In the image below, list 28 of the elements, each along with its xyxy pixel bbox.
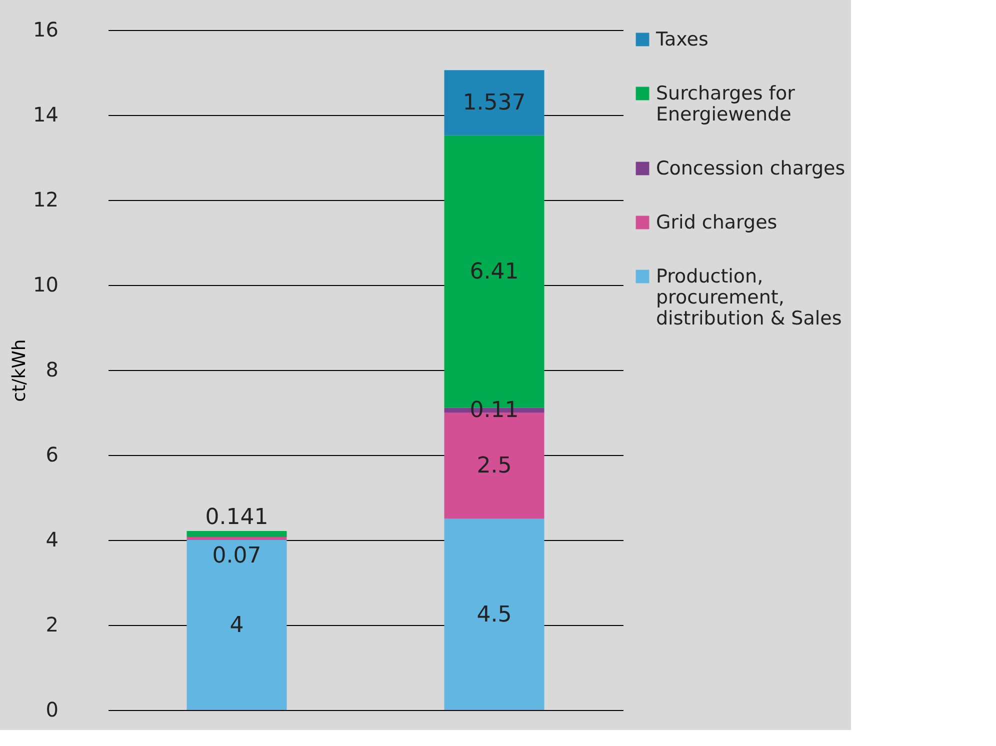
y-tick-label: 10 xyxy=(33,272,58,296)
y-tick-label: 8 xyxy=(46,358,58,382)
data-label: 4.5 xyxy=(476,602,512,628)
data-label: 0.141 xyxy=(205,505,268,530)
data-label: 1.537 xyxy=(462,90,526,116)
legend-label: Grid charges xyxy=(656,212,778,234)
y-tick-label: 0 xyxy=(46,698,58,722)
y-tick-label: 14 xyxy=(33,102,58,126)
y-tick-label: 12 xyxy=(33,188,58,212)
bar xyxy=(186,540,287,710)
y-tick-label: 4 xyxy=(46,528,58,552)
y-tick-label: 2 xyxy=(46,612,58,636)
legend-label: Concession charges xyxy=(656,158,846,180)
data-label: 4 xyxy=(230,613,244,638)
data-label: 0.11 xyxy=(470,398,519,424)
y-tick-label: 16 xyxy=(33,18,58,42)
bar xyxy=(444,518,544,710)
bar xyxy=(444,70,544,136)
legend-label: Taxes xyxy=(655,28,708,50)
bar xyxy=(186,537,287,540)
y-axis-title: ct/kWh xyxy=(9,339,30,402)
data-label: 2.5 xyxy=(476,454,512,479)
data-label: 6.41 xyxy=(470,260,519,285)
legend-label: Surcharges for Energiewende xyxy=(656,82,796,126)
legend-label: Production, procurement, distribution & Sales xyxy=(656,266,842,330)
data-label: 0.07 xyxy=(212,543,262,568)
y-tick-label: 6 xyxy=(46,442,58,466)
bar xyxy=(186,531,287,538)
